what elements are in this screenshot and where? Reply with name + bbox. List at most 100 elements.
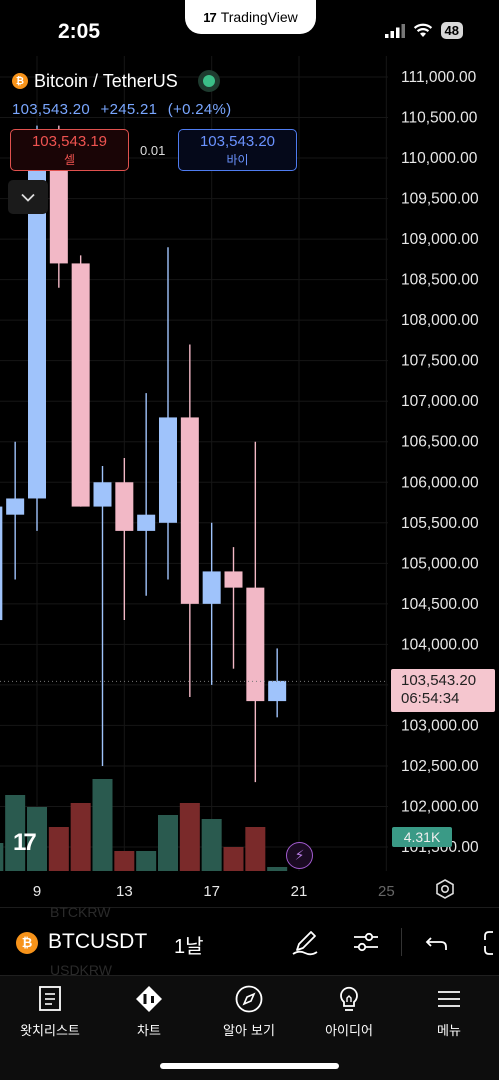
price-summary: 103,543.20 +245.21 (+0.24%): [12, 101, 231, 118]
tab-ideas-label: 아이디어: [325, 1024, 373, 1039]
volume-bar: [223, 847, 244, 871]
candle-body: [268, 680, 287, 702]
tab-watchlist[interactable]: 왓치리스트: [0, 984, 100, 1039]
chart-icon: [136, 986, 162, 1012]
candle-body: [202, 571, 221, 604]
x-axis-tick-label: 9: [33, 883, 41, 900]
tab-watchlist-label: 왓치리스트: [20, 1024, 80, 1039]
tab-explore-label: 알아 보기: [223, 1024, 275, 1039]
status-time: 2:05: [58, 20, 101, 43]
candle-body: [6, 498, 25, 515]
candle-body: [0, 506, 3, 621]
y-axis-tick-label: 110,500.00: [401, 110, 478, 127]
candle-body: [180, 417, 199, 604]
interval-selector[interactable]: 1날: [174, 936, 204, 958]
tab-menu[interactable]: 메뉴: [399, 984, 499, 1039]
sell-price: 103,543.19: [31, 133, 108, 150]
bitcoin-coin-icon: ₿: [12, 73, 28, 89]
home-indicator: [160, 1063, 339, 1069]
y-axis-tick-label: 107,500.00: [401, 353, 479, 370]
volume-bar: [201, 819, 222, 871]
candle-body: [137, 514, 156, 531]
x-axis-tick-label: 25: [378, 883, 395, 900]
watchlist-icon: [39, 986, 61, 1011]
sell-button[interactable]: 103,543.19 셀: [10, 129, 129, 171]
current-price-label: 103,543.20 06:54:34: [391, 669, 495, 712]
volume-bar: [70, 803, 91, 871]
y-axis-tick-label: 105,500.00: [401, 515, 479, 532]
tab-ideas[interactable]: 아이디어: [299, 984, 399, 1039]
candle-body: [246, 587, 265, 702]
fullscreen-icon[interactable]: [479, 926, 499, 958]
indicators-sliders-icon[interactable]: [350, 926, 382, 958]
symbol-header[interactable]: ₿ Bitcoin / TetherUS: [12, 70, 220, 92]
volume-bar: [158, 815, 178, 871]
price-change-percent: (+0.24%): [167, 101, 232, 118]
symbol-selector[interactable]: BTCUSDT: [48, 930, 148, 953]
lightning-bolt-icon[interactable]: ⚡: [286, 842, 313, 869]
volume-bar: [114, 851, 135, 871]
y-axis-tick-label: 110,000.00: [401, 150, 478, 167]
spread-value: 0.01: [140, 143, 166, 158]
candle-countdown: 06:54:34: [401, 690, 460, 707]
pair-title: Bitcoin / TetherUS: [34, 70, 178, 91]
current-price-value: 103,543.20: [401, 672, 477, 689]
tab-chart-label: 차트: [137, 1024, 161, 1039]
candle-body: [28, 158, 46, 499]
y-axis-tick-label: 102,000.00: [401, 798, 479, 815]
y-axis-tick-label: 109,500.00: [401, 191, 479, 208]
bitcoin-coin-icon: ₿: [16, 932, 38, 954]
candle-body: [93, 482, 112, 507]
price-change: +245.21: [100, 101, 158, 118]
y-axis-tick-label: 106,500.00: [401, 434, 479, 451]
market-open-icon: [197, 70, 220, 92]
volume-label: 4.31K: [392, 827, 452, 847]
menu-icon: [438, 991, 460, 1007]
volume-bar: [92, 779, 113, 871]
price-chart[interactable]: 111,000.00 110,500.00 110,000.00 109,500.00…: [0, 56, 499, 911]
tradingview-logo-icon: 17: [203, 9, 217, 25]
volume-bar: [27, 807, 47, 871]
bottom-navigation: 왓치리스트 차트 알아 보기 아이디어 메뉴: [0, 975, 499, 1080]
tradingview-watermark-icon: 17: [13, 829, 37, 856]
tradingview-pill[interactable]: 17 TradingView: [185, 0, 316, 34]
y-axis-tick-label: 104,500.00: [401, 596, 479, 613]
buy-button[interactable]: 103,543.20 바이: [178, 129, 297, 171]
wifi-icon: [413, 23, 432, 37]
y-axis-tick-label: 106,000.00: [401, 474, 479, 491]
x-axis-tick-label: 13: [116, 883, 133, 900]
volume-bar: [267, 867, 288, 871]
last-price: 103,543.20: [12, 101, 91, 118]
drawing-pen-icon[interactable]: [289, 926, 321, 958]
compass-icon: [235, 985, 263, 1013]
sell-label: 셀: [63, 153, 76, 167]
x-axis-tick-label: 17: [203, 883, 220, 900]
candle-body: [159, 417, 177, 523]
candle-body: [115, 482, 134, 531]
candle-body: [49, 158, 68, 264]
buy-price: 103,543.20: [199, 133, 276, 150]
volume-bar: [136, 851, 157, 871]
toolbar-separator: [401, 928, 402, 956]
volume-bar: [5, 795, 26, 871]
candle-body: [71, 263, 90, 507]
tab-chart[interactable]: 차트: [99, 984, 199, 1039]
status-indicators: 48: [384, 22, 463, 39]
x-axis-tick-label: 21: [291, 883, 308, 900]
undo-icon[interactable]: [421, 926, 453, 958]
volume-bar: [179, 803, 200, 871]
y-axis-tick-label: 108,000.00: [401, 312, 479, 329]
collapse-legend-button[interactable]: [8, 180, 48, 214]
y-axis-tick-label: 111,000.00: [401, 69, 477, 86]
volume-bar: [48, 827, 69, 871]
tradingview-pill-label: TradingView: [220, 9, 298, 25]
cellular-signal-icon: [384, 23, 405, 38]
battery-level: 48: [440, 22, 463, 39]
chevron-down-icon: [21, 193, 35, 202]
chart-settings-icon[interactable]: [434, 878, 456, 900]
y-axis-tick-label: 104,000.00: [401, 636, 479, 653]
y-axis-tick-label: 109,000.00: [401, 231, 479, 248]
tab-explore[interactable]: 알아 보기: [199, 984, 299, 1039]
volume-bar: [0, 843, 4, 871]
tab-menu-label: 메뉴: [437, 1024, 461, 1039]
